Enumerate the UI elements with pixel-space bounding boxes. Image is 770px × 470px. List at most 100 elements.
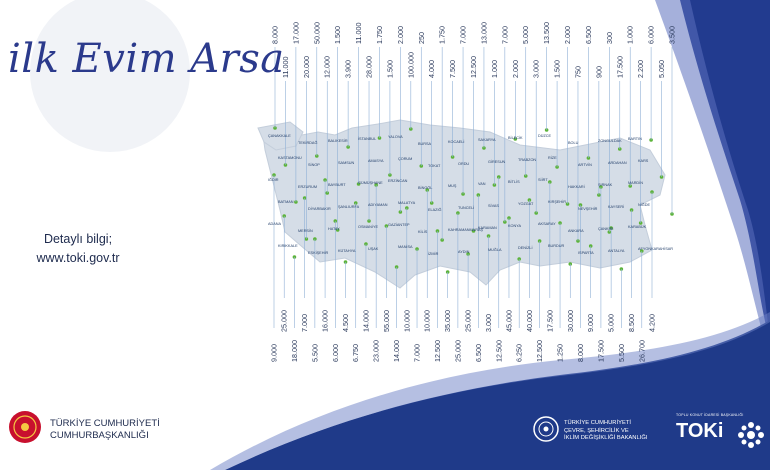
city-name-label: SİİRT — [538, 177, 548, 182]
top-value-label: 5.000 — [521, 26, 530, 44]
top-value-label: 300 — [605, 32, 614, 44]
city-name-label: TUNCELİ — [458, 205, 474, 210]
toki-logo: TOKi — [676, 420, 724, 442]
top-value-label: 13.500 — [542, 22, 551, 44]
city-name-label: ARDAHAN — [608, 161, 627, 165]
top-value-label: 5.050 — [657, 60, 666, 78]
top-value-label: 50.000 — [312, 22, 321, 44]
city-name-label: BİNGÖL — [418, 185, 432, 190]
info-block: Detaylı bilgi; www.toki.gov.tr — [8, 230, 148, 268]
bottom-value-label: 10.000 — [402, 310, 411, 332]
bottom-value-label: 17.500 — [545, 310, 554, 332]
city-name-label: AFYONKARAHİSAR — [638, 246, 673, 251]
city-name-label: KOCAELİ — [448, 139, 464, 144]
city-name-label: HATAY — [328, 227, 340, 231]
city-name-label: OSMANİYE — [358, 224, 379, 229]
city-name-label: KAYSERİ — [608, 204, 624, 209]
top-value-label: 7.500 — [448, 60, 457, 78]
presidency-line1: TÜRKİYE CUMHURİYETİ — [50, 418, 160, 429]
bottom-value-label: 14.000 — [361, 310, 370, 332]
city-name-label: DÜZCE — [538, 134, 552, 138]
city-name-label: KONYA — [508, 224, 521, 228]
ministry-emblem-icon — [533, 416, 559, 442]
city-name-label: RİZE — [548, 155, 557, 160]
city-name-label: BURSA — [418, 142, 432, 146]
city-name-label: NİĞDE — [638, 202, 650, 207]
city-name-label: ISPARTA — [578, 251, 594, 255]
ministry-line2: ÇEVRE, ŞEHİRCİLİK VE — [564, 427, 629, 434]
bottom-value-label: 17.500 — [596, 340, 605, 362]
city-name-label: TRABZON — [518, 158, 536, 162]
top-value-label: 3.000 — [532, 60, 541, 78]
city-name-label: SAMSUN — [338, 161, 355, 165]
top-value-label: 3.900 — [344, 60, 353, 78]
city-name-label: KARAMAN — [478, 226, 497, 230]
top-value-label: 11.000 — [281, 57, 290, 78]
info-label: Detaylı bilgi; — [43, 232, 113, 246]
bottom-value-label: 12.500 — [494, 340, 503, 362]
bottom-value-label: 5.500 — [310, 344, 319, 362]
city-name-label: MUĞLA — [488, 247, 502, 252]
ministry-text: TÜRKİYE CUMHURİYETİ ÇEVRE, ŞEHİRCİLİK VE… — [564, 420, 647, 443]
city-name-label: ERZİNCAN — [388, 178, 408, 183]
city-name-label: ADANA — [268, 222, 282, 226]
top-value-label: 20.000 — [302, 56, 311, 78]
city-name-label: ESKİŞEHİR — [308, 250, 329, 255]
city-name-label: TEKİRDAĞ — [298, 140, 317, 145]
top-value-label: 17.000 — [291, 22, 300, 44]
top-value-label: 11.000 — [354, 23, 363, 44]
top-value-label: 8.000 — [271, 26, 280, 44]
bottom-value-label: 9.000 — [270, 344, 279, 362]
top-value-label: 13.000 — [479, 22, 488, 44]
top-value-label: 250 — [417, 32, 426, 44]
bottom-value-label: 18.000 — [290, 340, 299, 362]
city-name-label: IĞDIR — [268, 177, 279, 182]
city-name-label: GİRESUN — [488, 159, 506, 164]
bottom-value-label: 9.000 — [586, 314, 595, 332]
right-wave-dark — [680, 0, 770, 340]
presidency-seal-icon — [9, 411, 41, 443]
city-name-label: SİNOP — [308, 162, 320, 167]
city-name-label: GAZİANTEP — [388, 222, 410, 227]
bottom-value-label: 40.000 — [525, 310, 534, 332]
toki-gear-icon — [738, 422, 764, 448]
city-name-label: BURDUR — [548, 244, 565, 248]
bottom-value-label: 12.500 — [433, 340, 442, 362]
bottom-value-leaders: 9.00025.00018.0007.0005.50016.0006.0004.… — [270, 175, 657, 362]
city-name-label: İZMİR — [428, 251, 439, 256]
top-value-label: 6.000 — [647, 26, 656, 44]
website-link[interactable]: www.toki.gov.tr — [36, 251, 120, 265]
bottom-value-label: 26.700 — [637, 340, 646, 362]
bottom-value-label: 35.000 — [443, 310, 452, 332]
city-name-label: MERSİN — [298, 228, 313, 233]
map-landmass — [261, 119, 666, 289]
bottom-value-label: 30.000 — [566, 310, 575, 332]
city-name-label: ZONGULDAK — [598, 139, 622, 143]
bottom-value-label: 10.000 — [423, 310, 432, 332]
city-name-label: ŞIRNAK — [598, 183, 613, 187]
city-name-label: İSTANBUL — [358, 136, 376, 141]
toki-subtitle: TOPLU KONUT İDARESİ BAŞKANLIĞI — [676, 413, 744, 417]
presidency-brand: TÜRKİYE CUMHURİYETİ CUMHURBAŞKANLIĞI — [8, 410, 208, 450]
bottom-value-label: 55.000 — [382, 310, 391, 332]
city-name-label: BAYBURT — [328, 183, 346, 187]
city-name-label: NEVŞEHİR — [578, 206, 598, 211]
city-name-label: MALATYA — [398, 201, 416, 205]
city-name-label: DENİZLİ — [518, 245, 533, 250]
presidency-text: TÜRKİYE CUMHURİYETİ CUMHURBAŞKANLIĞI — [50, 418, 160, 442]
top-value-label: 750 — [573, 66, 582, 78]
city-name-label: YALOVA — [388, 135, 403, 139]
decor-circle — [30, 0, 190, 152]
city-name-label: DİYARBAKIR — [308, 206, 331, 211]
city-name-label: MANİSA — [398, 244, 413, 249]
bottom-value-label: 23.000 — [372, 340, 381, 362]
city-name-label: BİTLİS — [508, 179, 520, 184]
presidency-line2: CUMHURBAŞKANLIĞI — [50, 430, 149, 441]
bottom-value-label: 6.500 — [474, 344, 483, 362]
bottom-value-label: 45.000 — [504, 310, 513, 332]
city-name-label: BATMAN — [278, 200, 294, 204]
bottom-value-label: 25.000 — [280, 310, 289, 332]
top-value-label: 2.000 — [396, 26, 405, 44]
city-name-label: KARABÜK — [628, 225, 647, 229]
